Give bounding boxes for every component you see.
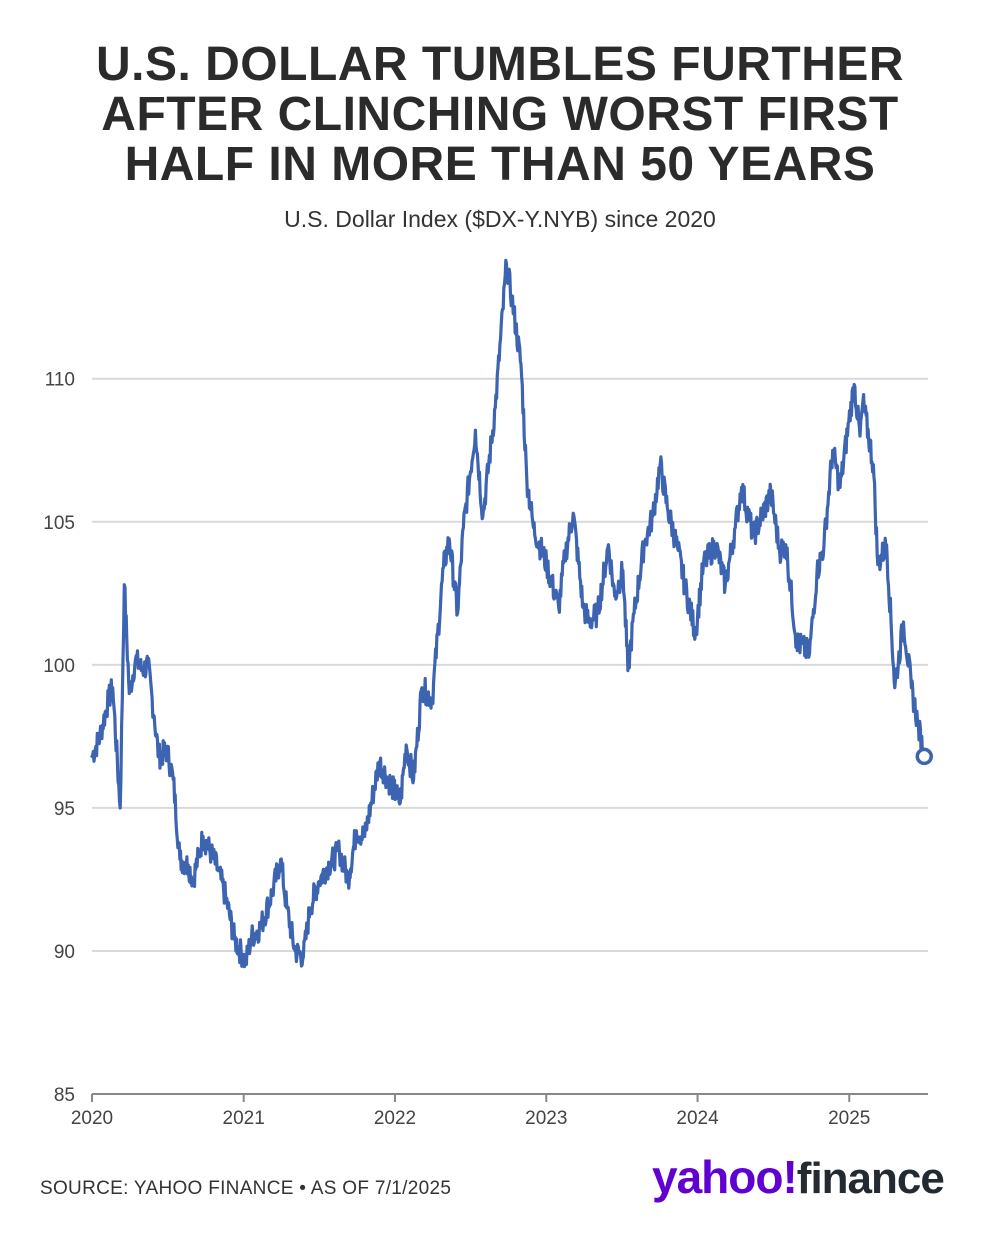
title-line-3: HALF IN MORE THAN 50 YEARS [124,138,876,191]
x-tick-label: 2020 [71,1108,113,1129]
x-tick-label: 2024 [676,1108,719,1129]
yahoo-finance-logo: yahoo!finance [652,1150,962,1220]
series-line-dxy [90,258,926,969]
y-tick-label: 95 [54,799,75,820]
x-tick-label: 2023 [525,1108,567,1129]
x-tick-label: 2022 [374,1108,416,1129]
title-line-2: AFTER CLINCHING WORST FIRST [101,88,899,141]
source-note: SOURCE: YAHOO FINANCE • AS OF 7/1/2025 [40,1178,452,1199]
chart-subtitle: U.S. Dollar Index ($DX-Y.NYB) since 2020 [284,206,716,232]
chart-title: U.S. DOLLAR TUMBLES FURTHER AFTER CLINCH… [0,40,1000,190]
last-point-marker [915,747,934,766]
y-tick-label: 105 [43,513,75,534]
logo-bang-text: ! [782,1151,797,1203]
logo-yahoo-text: yahoo [652,1151,783,1203]
logo-finance-text: finance [796,1154,945,1203]
y-tick-label: 110 [45,370,75,391]
x-tick-label: 2025 [828,1108,870,1129]
y-tick-label: 90 [54,942,75,963]
y-tick-label: 100 [43,656,75,677]
x-tick-label: 2021 [223,1108,265,1129]
title-line-1: U.S. DOLLAR TUMBLES FURTHER [95,38,905,91]
y-tick-label: 85 [54,1085,75,1106]
